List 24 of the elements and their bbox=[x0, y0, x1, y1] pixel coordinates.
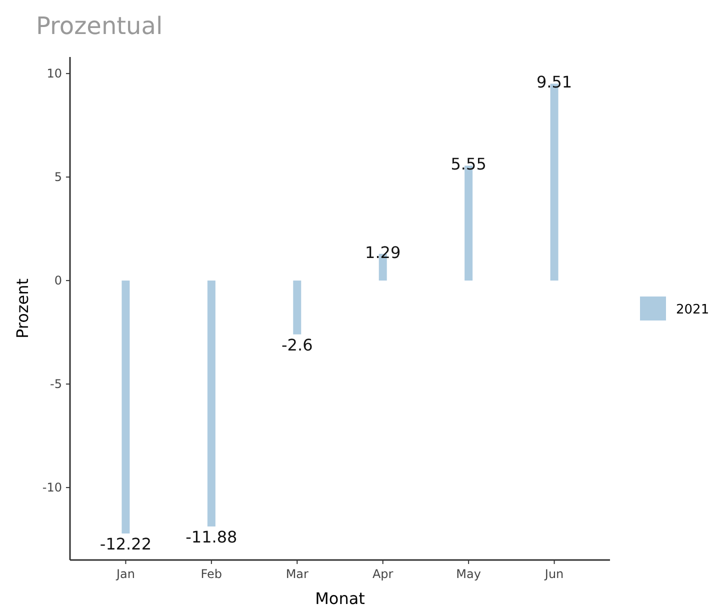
bar bbox=[122, 280, 130, 534]
data-label: -12.22 bbox=[100, 534, 152, 554]
y-tick-label: -10 bbox=[42, 480, 62, 495]
x-tick-label: Jan bbox=[115, 567, 135, 581]
legend-label: 2021 bbox=[676, 302, 710, 318]
x-tick-label: May bbox=[456, 567, 481, 581]
bar bbox=[293, 280, 302, 334]
y-tick-label: -5 bbox=[50, 377, 62, 392]
x-axis-title: Monat bbox=[315, 589, 365, 607]
data-label: 1.29 bbox=[365, 242, 401, 262]
x-tick-label: Feb bbox=[200, 567, 222, 581]
chart-title: Prozentual bbox=[36, 12, 163, 40]
data-label: 9.51 bbox=[536, 72, 572, 92]
y-tick-label: 10 bbox=[46, 66, 62, 81]
data-label: -11.88 bbox=[186, 527, 238, 546]
x-tick-label: Jun bbox=[544, 567, 564, 581]
bar bbox=[207, 280, 216, 526]
x-tick-label: Apr bbox=[372, 567, 394, 581]
x-tick-label: Mar bbox=[286, 567, 309, 581]
y-tick-label: 5 bbox=[54, 170, 62, 184]
y-tick-label: 0 bbox=[54, 274, 62, 288]
data-label: -2.6 bbox=[282, 335, 313, 354]
data-label: 5.55 bbox=[450, 154, 486, 174]
y-axis-title: Prozent bbox=[13, 278, 32, 339]
